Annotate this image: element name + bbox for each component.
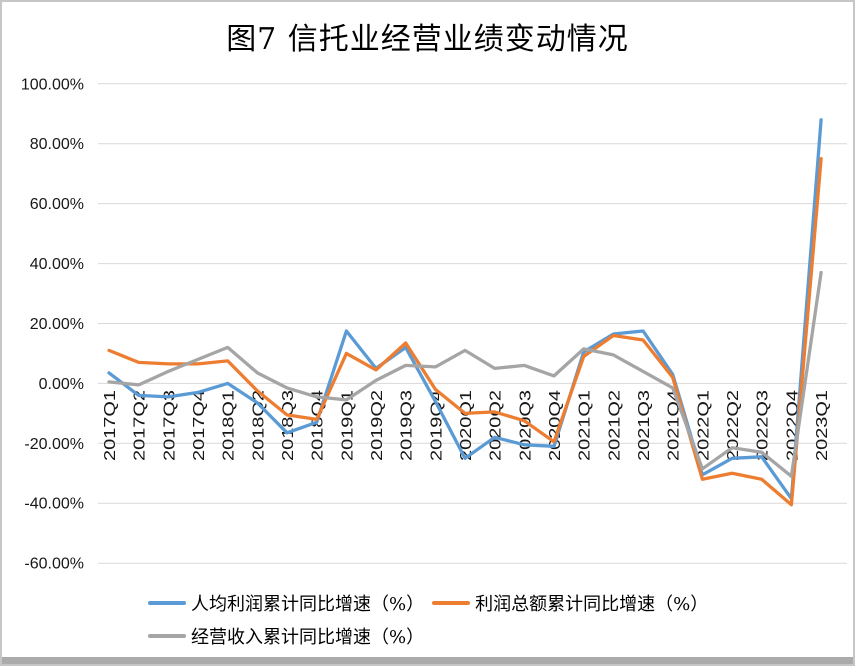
x-axis-tick-label: 2019Q3 (399, 390, 416, 461)
x-axis-tick-label: 2019Q1 (339, 390, 356, 461)
legend-label-1: 利润总额累计同比增速（%） (475, 594, 709, 615)
legend-item-1: 利润总额累计同比增速（%） (432, 590, 708, 616)
y-axis-tick-label: 80.00% (30, 136, 84, 153)
series-line-1 (107, 157, 823, 507)
x-axis-tick-label: 2017Q4 (191, 390, 208, 461)
x-axis-tick-label: 2017Q1 (102, 390, 119, 461)
legend-row-2: 经营收入累计同比增速（%） (148, 623, 708, 649)
x-axis-tick-label: 2022Q1 (695, 390, 712, 461)
y-axis-tick-label: -60.00% (24, 556, 84, 573)
legend-swatch-0 (148, 600, 186, 606)
legend-item-2: 经营收入累计同比增速（%） (148, 623, 424, 649)
x-axis-tick-label: 2021Q3 (636, 390, 653, 461)
bottom-border-bar (2, 657, 853, 664)
legend-row-1: 人均利润累计同比增速（%） 利润总额累计同比增速（%） (148, 590, 708, 616)
y-axis-tick-label: 60.00% (30, 196, 84, 213)
y-axis-tick-label: 40.00% (30, 256, 84, 273)
y-axis-tick-label: 100.00% (21, 76, 84, 93)
legend-item-0: 人均利润累计同比增速（%） (148, 590, 424, 616)
y-axis-tick-label: 0.00% (39, 376, 84, 393)
chart-title: 图7 信托业经营业绩变动情况 (226, 22, 629, 57)
x-axis-tick-label: 2020Q4 (547, 390, 564, 461)
legend-label-2: 经营收入累计同比增速（%） (191, 627, 425, 648)
y-axis-tick-label: -40.00% (24, 496, 84, 513)
x-axis-tick-label: 2020Q1 (458, 390, 475, 461)
x-axis-tick-label: 2019Q2 (369, 390, 386, 461)
x-axis-tick-label: 2018Q3 (280, 390, 297, 461)
legend-label-0: 人均利润累计同比增速（%） (191, 594, 425, 615)
x-axis-tick-label: 2023Q1 (814, 390, 831, 461)
x-axis-tick-label: 2018Q1 (221, 390, 238, 461)
x-axis-tick-label: 2017Q2 (132, 390, 149, 461)
x-axis-tick-label: 2020Q2 (488, 390, 505, 461)
x-axis-tick-label: 2021Q2 (606, 390, 623, 461)
legend-swatch-2 (148, 633, 186, 639)
x-axis-tick-label: 2022Q3 (755, 390, 772, 461)
legend: 人均利润累计同比增速（%） 利润总额累计同比增速（%） 经营收入累计同比增速（%） (148, 590, 708, 649)
legend-swatch-1 (432, 600, 471, 606)
series-line-2 (107, 270, 823, 478)
y-axis-tick-label: -20.00% (24, 436, 84, 453)
x-axis-tick-label: 2017Q3 (161, 390, 178, 461)
x-axis-tick-label: 2021Q1 (577, 390, 594, 461)
x-axis-tick-label: 2019Q4 (428, 390, 445, 461)
y-axis-tick-label: 20.00% (30, 316, 84, 333)
x-axis-tick-label: 2022Q2 (725, 390, 742, 461)
